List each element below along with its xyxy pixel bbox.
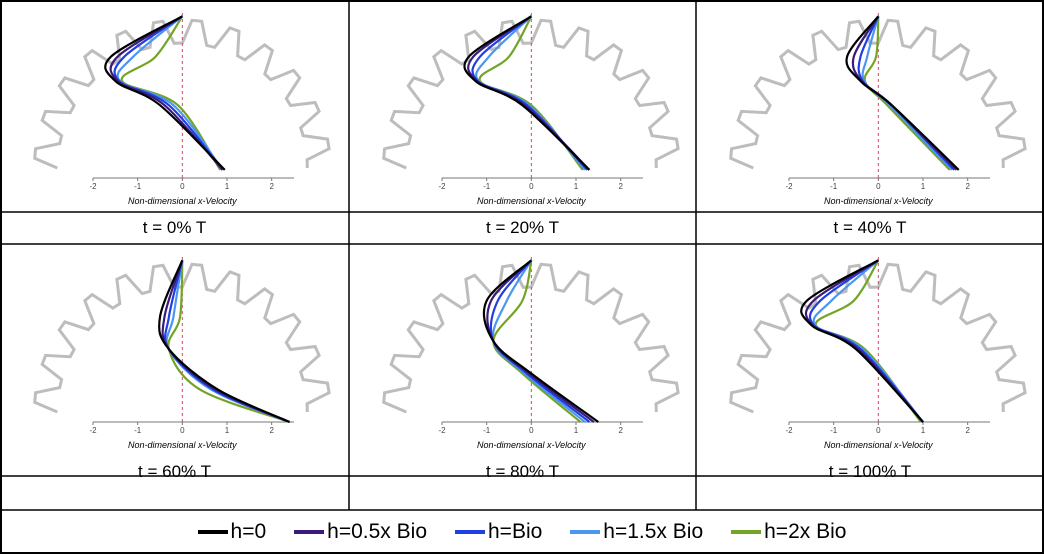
x-tick-label: 2 <box>269 426 274 435</box>
legend-label: h=1.5x Bio <box>603 520 704 543</box>
x-tick-label: 1 <box>921 182 926 191</box>
panel-caption: t = 0% T <box>142 218 207 237</box>
x-axis-label: Non-dimensional x-Velocity <box>477 440 586 450</box>
legend-label: h=0.5x Bio <box>327 520 427 543</box>
panel-caption: t = 100% T <box>828 462 912 481</box>
legend-swatch <box>570 530 601 534</box>
velocity-panel: -2 -1 0 1 2 Non-dimensional x-Velocity <box>729 257 1027 450</box>
x-tick-label: 1 <box>574 182 579 191</box>
x-tick-label: 0 <box>876 426 881 435</box>
x-tick-label: 0 <box>180 182 185 191</box>
series-line <box>486 259 595 423</box>
legend-item: h=2x Bio <box>731 520 846 544</box>
legend-label: h=Bio <box>488 520 543 543</box>
legend-item: h=Bio <box>455 520 542 544</box>
velocity-panel: -2 -1 0 1 2 Non-dimensional x-Velocity <box>33 257 331 450</box>
x-tick-label: -2 <box>89 182 97 191</box>
x-tick-label: 2 <box>269 182 274 191</box>
x-axis-label: Non-dimensional x-Velocity <box>128 196 237 206</box>
series-line <box>109 15 224 171</box>
legend: h=0 h=0.5x Bio h=Bio h=1.5x Bio h=2x Bio <box>0 510 1044 554</box>
x-axis-label: Non-dimensional x-Velocity <box>128 440 237 450</box>
series-line <box>463 15 591 171</box>
panel-caption: t = 80% T <box>486 462 559 481</box>
velocity-panel: -2 -1 0 1 2 Non-dimensional x-Velocity <box>382 13 680 206</box>
x-tick-label: 0 <box>876 182 881 191</box>
series-line <box>808 259 924 423</box>
x-tick-label: -1 <box>483 426 491 435</box>
x-tick-label: 1 <box>225 182 230 191</box>
x-tick-label: -2 <box>785 182 793 191</box>
x-tick-label: -1 <box>134 426 142 435</box>
x-tick-label: -1 <box>134 182 142 191</box>
panel-caption: t = 20% T <box>486 218 559 237</box>
x-tick-label: -2 <box>438 426 446 435</box>
legend-swatch <box>197 530 228 534</box>
legend-label: h=2x Bio <box>764 520 847 543</box>
series-line <box>104 15 226 171</box>
x-tick-label: 1 <box>921 426 926 435</box>
series-line <box>800 259 924 423</box>
x-axis-label: Non-dimensional x-Velocity <box>824 196 933 206</box>
x-axis-label: Non-dimensional x-Velocity <box>477 196 586 206</box>
x-tick-label: 0 <box>529 426 534 435</box>
x-tick-label: -1 <box>483 182 491 191</box>
x-tick-label: -2 <box>785 426 793 435</box>
velocity-panel: -2 -1 0 1 2 Non-dimensional x-Velocity <box>382 257 680 450</box>
legend-swatch <box>455 530 485 534</box>
series-line <box>482 259 599 423</box>
legend-item: h=1.5x Bio <box>570 520 703 544</box>
series-line <box>491 259 586 423</box>
legend-item: h=0 <box>197 520 267 544</box>
x-tick-label: -2 <box>438 182 446 191</box>
series-line <box>845 15 960 171</box>
x-tick-label: 1 <box>574 426 579 435</box>
x-tick-label: -1 <box>830 182 838 191</box>
x-tick-label: -1 <box>830 426 838 435</box>
panel-caption: t = 60% T <box>138 462 211 481</box>
x-axis-label: Non-dimensional x-Velocity <box>824 440 933 450</box>
x-tick-label: 0 <box>529 182 534 191</box>
x-tick-label: 1 <box>225 426 230 435</box>
x-tick-label: 2 <box>965 426 970 435</box>
legend-swatch <box>294 530 325 534</box>
x-tick-label: 2 <box>618 426 623 435</box>
x-tick-label: 0 <box>180 426 185 435</box>
legend-swatch <box>731 530 762 534</box>
x-tick-label: -2 <box>89 426 97 435</box>
velocity-panel: -2 -1 0 1 2 Non-dimensional x-Velocity <box>33 13 331 206</box>
series-line <box>120 15 222 171</box>
series-line <box>158 259 290 424</box>
velocity-panel: -2 -1 0 1 2 Non-dimensional x-Velocity <box>729 13 1027 206</box>
x-tick-label: 2 <box>618 182 623 191</box>
legend-label: h=0 <box>230 520 267 543</box>
legend-item: h=0.5x Bio <box>294 520 427 544</box>
x-tick-label: 2 <box>965 182 970 191</box>
panel-caption: t = 40% T <box>833 218 907 237</box>
